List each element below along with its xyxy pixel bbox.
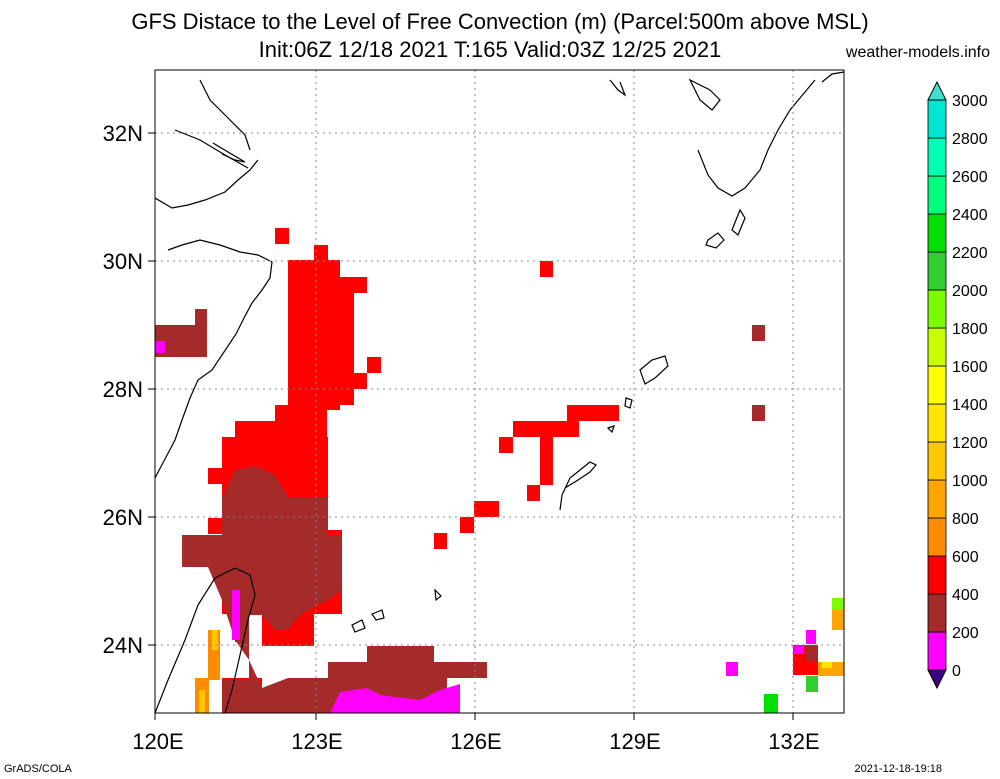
map-frame xyxy=(154,69,845,714)
colorbar-label: 2200 xyxy=(952,245,988,262)
lat-tick-label: 30N xyxy=(103,249,143,274)
lat-tick-label: 24N xyxy=(103,633,143,658)
footer-left: GrADS/COLA xyxy=(4,763,72,775)
colorbar-segment xyxy=(927,137,947,177)
colorbar-segment xyxy=(927,327,947,367)
field-warm xyxy=(195,598,844,713)
colorbar-label: 400 xyxy=(952,587,979,604)
footer-right: 2021-12-18-19:18 xyxy=(854,763,942,775)
lon-tick-label: 129E xyxy=(609,729,660,754)
colorbar-segment xyxy=(927,631,947,671)
colorbar-arrow-high xyxy=(927,80,947,101)
colorbar-arrow-low xyxy=(927,669,947,690)
colorbar-segment xyxy=(927,479,947,519)
field-magenta xyxy=(155,341,816,713)
colorbar-segment xyxy=(927,289,947,329)
colorbar-segment xyxy=(927,251,947,291)
colorbar-segment xyxy=(927,517,947,557)
colorbar-label: 1800 xyxy=(952,321,988,338)
colorbar-label: 1200 xyxy=(952,435,988,452)
colorbar-label: 1000 xyxy=(952,473,988,490)
chart-subtitle: Init:06Z 12/18 2021 T:165 Valid:03Z 12/2… xyxy=(258,37,722,62)
colorbar-label: 1600 xyxy=(952,359,988,376)
lon-tick-label: 132E xyxy=(768,729,819,754)
colorbar-segment xyxy=(927,593,947,633)
lon-tick-label: 120E xyxy=(132,729,183,754)
colorbar-label: 2600 xyxy=(952,169,988,186)
colorbar-label: 800 xyxy=(952,511,979,528)
colorbar-segment xyxy=(927,555,947,595)
colorbar-segment xyxy=(927,99,947,139)
colorbar-label: 2400 xyxy=(952,207,988,224)
colorbar-segment xyxy=(927,403,947,443)
colorbar-segment xyxy=(927,213,947,253)
colorbar-label: 600 xyxy=(952,549,979,566)
colorbar-label: 0 xyxy=(952,663,961,680)
site-label: weather-models.info xyxy=(845,44,990,61)
tick-marks xyxy=(148,132,794,720)
colorbar: 0 200 400 600 800 1000 1200 1400 1600 1800 2000 220… xyxy=(927,80,988,690)
lat-tick-label: 32N xyxy=(103,121,143,146)
coastlines xyxy=(155,71,844,713)
colorbar-segment xyxy=(927,175,947,215)
colorbar-segment xyxy=(927,441,947,481)
lat-tick-label: 26N xyxy=(103,505,143,530)
colorbar-label: 200 xyxy=(952,625,979,642)
colorbar-label: 3000 xyxy=(952,93,988,110)
field-red xyxy=(208,228,818,713)
gridlines xyxy=(155,70,844,713)
colorbar-label: 2800 xyxy=(952,131,988,148)
colorbar-label: 1400 xyxy=(952,397,988,414)
lon-tick-label: 126E xyxy=(450,729,501,754)
lon-tick-label: 123E xyxy=(291,729,342,754)
colorbar-label: 2000 xyxy=(952,283,988,300)
chart-title: GFS Distace to the Level of Free Convect… xyxy=(131,9,869,34)
data-field xyxy=(155,228,844,713)
colorbar-segment xyxy=(927,365,947,405)
lat-tick-label: 28N xyxy=(103,377,143,402)
